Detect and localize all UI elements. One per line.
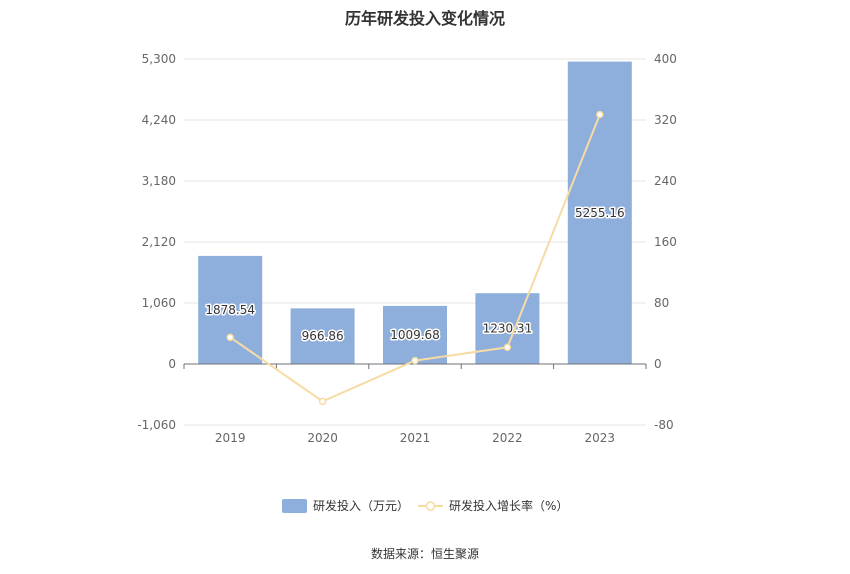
y-left-tick-label: 4,240 xyxy=(142,113,176,127)
chart-title: 历年研发投入变化情况 xyxy=(344,9,505,28)
bar xyxy=(383,305,447,364)
y-right-tick-label: 0 xyxy=(654,357,662,371)
y-left-tick-label: -1,060 xyxy=(137,418,176,432)
y-left-tick-label: 0 xyxy=(168,357,176,371)
growth-point xyxy=(503,343,512,352)
legend-bar-swatch xyxy=(282,499,307,513)
bar xyxy=(475,293,540,364)
y-right-tick-label: 320 xyxy=(654,113,677,127)
growth-point xyxy=(318,397,327,406)
y-right-tick-label: 240 xyxy=(654,174,677,188)
bar-value-label: 1009.68 xyxy=(390,328,440,342)
bar-value-label: 966.86 xyxy=(302,329,344,343)
legend-bar-label: 研发投入（万元） xyxy=(313,498,409,513)
y-right-tick-label: 400 xyxy=(654,52,677,66)
y-right-tick-label: 160 xyxy=(654,235,677,249)
y-left-tick-label: 1,060 xyxy=(142,296,176,310)
bar-value-label: 5255.16 xyxy=(575,206,625,220)
y-left-tick-label: 5,300 xyxy=(142,52,176,66)
growth-point xyxy=(411,356,419,365)
y-left-tick-label: 2,120 xyxy=(142,235,176,249)
y-right-tick-label: -80 xyxy=(654,418,674,432)
x-tick-label: 2020 xyxy=(307,431,338,445)
bar xyxy=(290,308,355,364)
legend-line-marker xyxy=(425,501,436,511)
x-tick-label: 2022 xyxy=(492,431,523,445)
bar-value-label: 1878.54 xyxy=(205,303,255,317)
data-source: 数据来源：恒生聚源 xyxy=(370,547,479,561)
x-tick-label: 2021 xyxy=(400,431,431,445)
x-tick-label: 2019 xyxy=(215,431,246,445)
y-left-tick-label: 3,180 xyxy=(142,174,176,188)
x-tick-label: 2023 xyxy=(585,431,616,445)
bar xyxy=(198,255,263,364)
growth-point xyxy=(596,110,604,119)
growth-point xyxy=(226,333,234,342)
bar-value-label: 1230.31 xyxy=(483,322,533,336)
legend-line-label: 研发投入增长率（%） xyxy=(449,498,568,513)
y-right-tick-label: 80 xyxy=(654,296,669,310)
